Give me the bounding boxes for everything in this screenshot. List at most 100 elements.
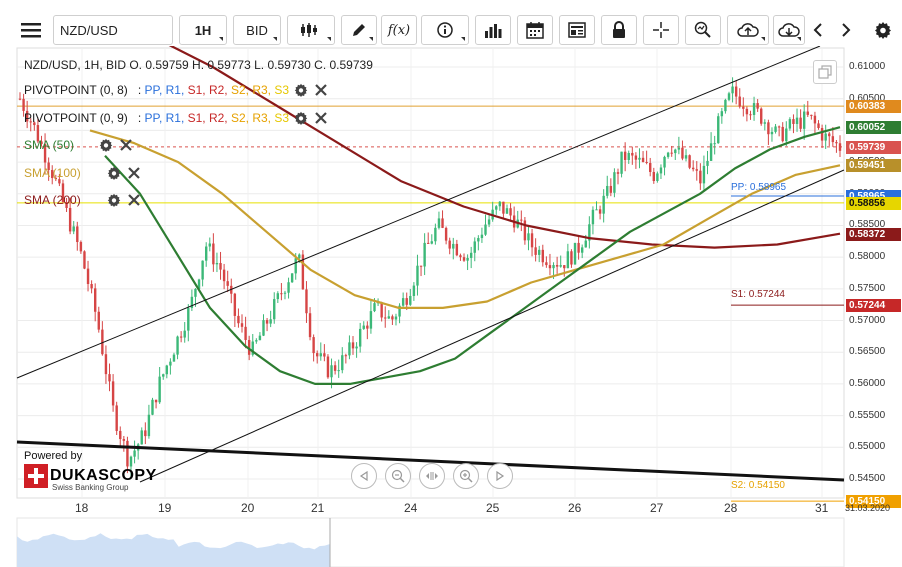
volume-button[interactable] <box>475 15 511 45</box>
candle-body <box>444 227 448 241</box>
crosshair-button[interactable] <box>643 15 679 45</box>
gear-icon[interactable] <box>293 83 309 97</box>
gear-icon[interactable] <box>106 166 122 180</box>
candle-body <box>477 238 480 242</box>
candle-body <box>265 320 269 324</box>
indicator-pivot-8[interactable]: PIVOTPOINT (0, 8) : PP, R1, S1, R2, S2, … <box>24 83 329 97</box>
zoom-button[interactable] <box>685 15 721 45</box>
gear-icon[interactable] <box>293 111 309 125</box>
candle-body <box>566 251 570 269</box>
zoom-out-button[interactable] <box>385 463 411 489</box>
candle-body <box>409 295 412 305</box>
candle-body <box>631 152 634 156</box>
pencil-icon <box>353 24 365 36</box>
time-tick-label: 31 <box>815 501 829 515</box>
time-tick-label: 20 <box>241 501 255 515</box>
candle-body <box>326 356 330 378</box>
time-tick-label: 21 <box>311 501 325 515</box>
price-chart[interactable] <box>0 46 902 567</box>
candle-body <box>323 353 326 357</box>
candle-body <box>684 155 688 159</box>
candle-body <box>43 144 47 163</box>
upload-button[interactable] <box>727 15 769 45</box>
caret-icon <box>369 37 373 41</box>
menu-button[interactable] <box>16 15 46 45</box>
chevron-left-icon <box>813 23 822 37</box>
indicator-pivot-9[interactable]: PIVOTPOINT (0, 9) : PP, R1, S1, R2, S2, … <box>24 111 329 125</box>
indicator-sma-200[interactable]: SMA (200) <box>24 193 142 207</box>
candle-body <box>792 119 795 124</box>
candle-body <box>144 430 147 437</box>
symbol-selector[interactable]: NZD/USD <box>53 15 173 45</box>
candle-body <box>437 218 441 228</box>
indicators-button[interactable]: f(x) <box>381 15 417 45</box>
timeframe-selector[interactable]: 1H <box>179 15 227 45</box>
candle-body <box>720 111 724 117</box>
close-icon[interactable] <box>126 193 142 207</box>
candle-body <box>122 439 126 441</box>
close-icon[interactable] <box>313 111 329 125</box>
candle-body <box>674 149 677 154</box>
candle-body <box>527 233 530 241</box>
time-tick-label: 25 <box>486 501 500 515</box>
settings-button[interactable] <box>868 15 898 45</box>
candle-body <box>215 262 219 265</box>
price-side-selector[interactable]: BID <box>233 15 281 45</box>
close-icon[interactable] <box>126 166 142 180</box>
candle-body <box>86 268 90 285</box>
price-tag: 0.58856 <box>846 196 901 210</box>
pan-left-button[interactable] <box>351 463 377 489</box>
candle-body <box>165 365 169 375</box>
calendar-button[interactable] <box>517 15 553 45</box>
gear-icon <box>875 22 891 39</box>
candle-body <box>219 262 222 270</box>
candle-body <box>548 265 552 269</box>
indicator-sma-100[interactable]: SMA (100) <box>24 166 142 180</box>
candle-body <box>835 142 838 144</box>
time-tick-label: 27 <box>650 501 664 515</box>
indicator-name: SMA (50) <box>24 138 75 152</box>
price-tag: 0.59739 <box>846 140 901 154</box>
candle-body <box>154 399 158 403</box>
candle-body <box>330 365 333 378</box>
close-icon[interactable] <box>313 83 329 97</box>
candle-body <box>462 257 466 261</box>
gear-icon[interactable] <box>98 138 114 152</box>
fullscreen-button[interactable] <box>813 60 837 84</box>
candle-body <box>584 240 587 248</box>
info-icon <box>437 22 453 38</box>
candle-body <box>108 374 111 382</box>
chart-type-button[interactable] <box>287 15 335 45</box>
indicator-sma-50[interactable]: SMA (50) <box>24 138 134 152</box>
close-icon[interactable] <box>118 138 134 152</box>
draw-tool-button[interactable] <box>341 15 377 45</box>
reset-zoom-button[interactable] <box>419 463 445 489</box>
pan-right-button[interactable] <box>487 463 513 489</box>
candle-body <box>319 353 322 357</box>
timeframe-label: 1H <box>194 22 212 38</box>
candle-body <box>212 243 215 265</box>
gear-icon[interactable] <box>106 193 122 207</box>
candle-body <box>699 170 702 184</box>
lock-button[interactable] <box>601 15 637 45</box>
zoom-in-button[interactable] <box>453 463 479 489</box>
download-button[interactable] <box>773 15 805 45</box>
candle-body <box>362 325 365 329</box>
scroll-right-button[interactable] <box>835 15 857 45</box>
scroll-left-button[interactable] <box>807 15 829 45</box>
time-tick-label: 24 <box>404 501 418 515</box>
candle-body <box>695 169 698 171</box>
candle-body <box>666 152 670 157</box>
cloud-upload-icon <box>737 23 759 37</box>
candle-body <box>484 224 487 235</box>
candle-body <box>649 162 652 172</box>
news-button[interactable] <box>559 15 595 45</box>
candle-body <box>828 133 831 137</box>
candle-body <box>47 162 50 170</box>
indicator-name: SMA (100) <box>24 166 81 180</box>
plot-area <box>16 47 845 499</box>
info-button[interactable] <box>421 15 469 45</box>
candle-body <box>190 296 194 308</box>
candle-body <box>534 247 537 255</box>
candle-body <box>358 328 362 347</box>
